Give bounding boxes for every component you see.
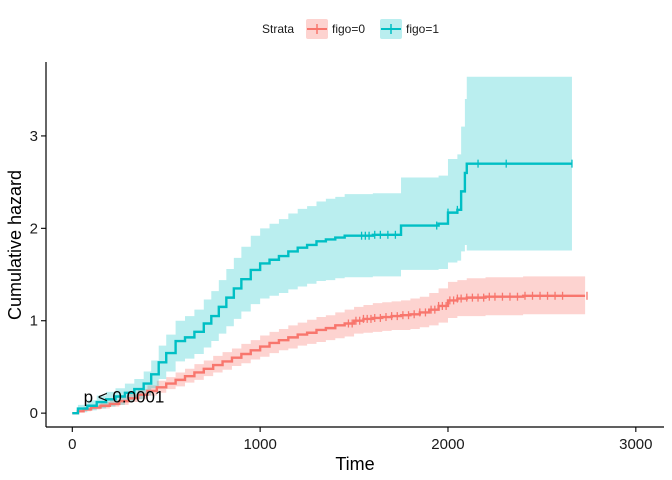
y-tick-label: 0 (30, 405, 38, 422)
y-tick-label: 3 (30, 128, 38, 145)
y-tick-label: 2 (30, 220, 38, 237)
x-tick-label: 3000 (619, 436, 652, 453)
x-axis-ticks: 0 1000 2000 3000 (68, 427, 653, 453)
legend: Strata figo=0 figo=1 (262, 19, 439, 39)
x-tick-label: 0 (68, 436, 76, 453)
x-tick-label: 2000 (431, 436, 464, 453)
ci-band-figo-1 (72, 76, 572, 414)
p-value-annotation: p < 0.0001 (84, 388, 165, 407)
legend-item-figo-1: figo=1 (380, 19, 439, 39)
censor-marks (347, 159, 588, 328)
legend-label-figo-0: figo=0 (332, 22, 365, 36)
y-axis-ticks: 0 1 2 3 (30, 128, 46, 422)
legend-label-figo-1: figo=1 (406, 22, 439, 36)
y-axis-title: Cumulative hazard (5, 170, 25, 320)
legend-item-figo-0: figo=0 (306, 19, 365, 39)
confidence-bands (72, 76, 586, 414)
legend-title: Strata (262, 22, 294, 36)
x-axis-title: Time (335, 454, 374, 474)
x-tick-label: 1000 (243, 436, 276, 453)
y-tick-label: 1 (30, 313, 38, 330)
ci-band-figo-0 (72, 276, 586, 414)
hazard-line-figo-1 (72, 162, 572, 415)
